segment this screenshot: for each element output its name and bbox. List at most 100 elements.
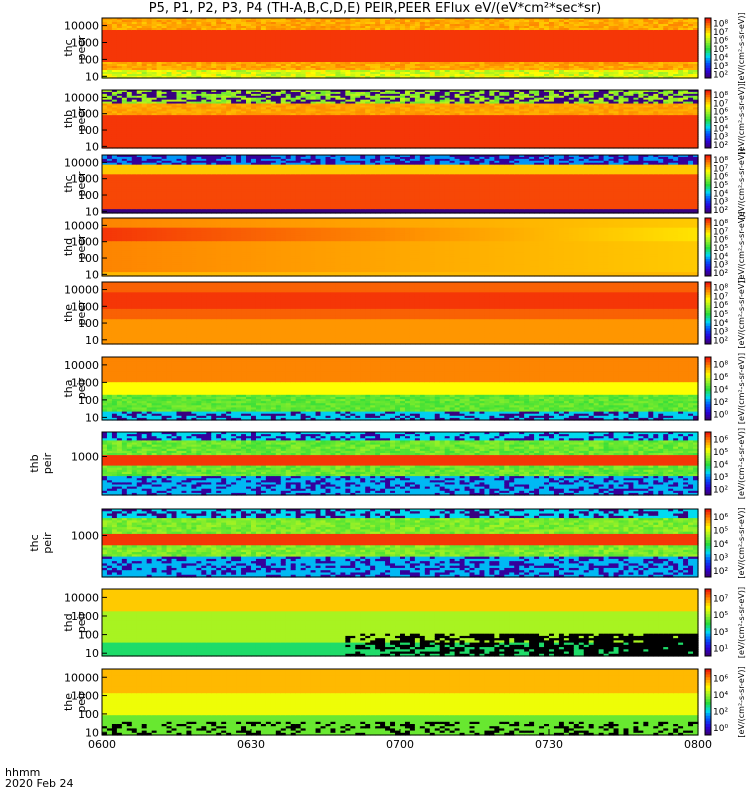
colorbar-cell [705,310,711,314]
colorbar-cell [705,437,711,441]
colorbar-tick-label: 10⁶ [713,373,728,383]
colorbar-cell [705,284,711,288]
colorbar-cell [705,97,711,101]
colorbar-cell [705,254,711,258]
y-tick-label: 100 [78,252,99,265]
x-tick-label: 0630 [237,738,265,751]
colorbar-cell [705,43,711,46]
colorbar-cell [705,511,711,516]
colorbar-cell [705,391,711,395]
panel-ylabel-product: peir [75,611,88,633]
colorbar-cell [705,619,711,623]
colorbar-cell [705,68,711,71]
colorbar-cell [705,232,711,236]
colorbar-tick-label: 10¹ [713,645,728,655]
y-tick-label: 10000 [64,219,99,232]
colorbar-tick-label: 10⁴ [713,319,728,329]
colorbar-cell [705,628,711,632]
colorbar-cell [705,92,711,96]
colorbar-cell [705,630,711,635]
colorbar-cell [705,247,711,250]
panel-ylabel-product: peer [75,300,88,326]
colorbar-cell [705,220,711,224]
y-tick-label: 10 [85,411,99,424]
panel-ylabel-probe: thc [62,39,75,56]
colorbar-tick-label: 10⁶ [713,674,728,684]
colorbar-cell [705,131,711,134]
colorbar-cell [705,484,711,488]
colorbar-cell [705,388,711,392]
colorbar-cell [705,186,711,190]
colorbar-cell [705,33,711,36]
colorbar-frame [704,17,712,79]
colorbar-cell [705,710,711,714]
colorbar-cell [705,198,711,202]
y-tick-label: 10 [85,70,99,83]
colorbar-tick-label: 10⁵ [713,310,728,320]
colorbar-cell [705,20,711,24]
panel-frame [101,17,699,79]
colorbar-cell [705,399,711,403]
spectrogram-panel-1 [102,18,699,79]
colorbar-cell [705,193,711,197]
colorbar-cell [705,404,711,408]
colorbar-cell [705,669,711,673]
colorbar-cell [705,383,711,387]
colorbar-cell [705,222,711,226]
colorbar-cell [705,372,711,376]
colorbar-cell [705,119,711,122]
colorbar-cell [705,294,711,298]
colorbar-cell [705,622,711,626]
colorbar-cell [705,671,711,675]
colorbar-cell [705,315,711,319]
colorbar-cell [705,537,711,541]
spectrogram-panel-5 [102,282,699,345]
colorbar-tick-label: 10⁷ [713,292,728,302]
colorbar-tick-label: 10⁶ [713,435,728,445]
colorbar-tick-label: 10⁸ [713,219,728,229]
colorbar-cell [705,409,711,413]
colorbar-cell [705,715,711,719]
y-tick-label: 1000 [71,690,99,703]
colorbar-cell [705,560,711,564]
colorbar-cell [705,35,711,39]
colorbar-tick-label: 10⁸ [713,91,728,101]
colorbar-cell [705,688,711,692]
colorbar-cell [705,439,711,443]
spectrogram-panel-3 [102,155,699,214]
colorbar-cell [705,693,711,697]
colorbar-cell [705,642,711,646]
y-tick-label: 10 [85,268,99,281]
colorbar-cell [705,287,711,291]
colorbar-tick-label: 10⁵ [713,448,728,458]
colorbar-cell [705,167,711,170]
colorbar-cell [705,169,711,173]
colorbar-tick-label: 10³ [713,554,728,564]
colorbar-unit-label: [eV/(cm²-s-sr-eV)] [737,507,746,578]
colorbar-cell [705,554,711,558]
colorbar-cell [705,227,711,231]
colorbar-cell [705,300,711,304]
colorbar-cell [705,271,711,275]
colorbar-tick-label: 10² [713,337,728,347]
colorbar-cell [705,99,711,103]
colorbar-cell [705,471,711,475]
colorbar-cell [705,259,711,262]
colorbar-cell [705,104,711,108]
colorbar-cell [705,200,711,204]
colorbar-cell [705,65,711,69]
colorbar-cell [705,320,711,324]
colorbar-cell [705,633,711,637]
colorbar-frame [704,356,712,421]
colorbar-cell [705,94,711,98]
colorbar-cell [705,25,711,29]
colorbar-tick-label: 10³ [713,133,728,143]
panel-frame [101,217,699,277]
colorbar-cell [705,636,711,640]
colorbar-cell [705,23,711,26]
colorbar-cell [705,251,711,255]
colorbar-cell [705,445,711,449]
colorbar-cell [705,677,711,681]
colorbar-cell [705,412,711,416]
colorbar-cell [705,218,711,221]
